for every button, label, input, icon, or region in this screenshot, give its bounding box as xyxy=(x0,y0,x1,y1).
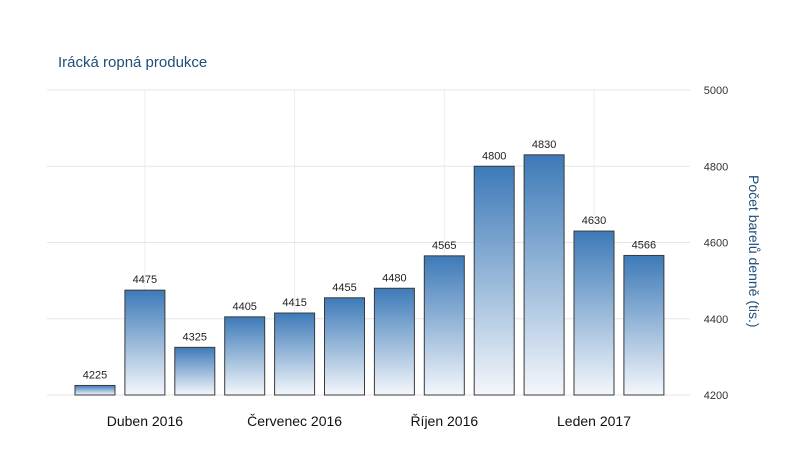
bar-10 xyxy=(523,154,565,396)
x-tick-label: Červenec 2016 xyxy=(247,413,342,429)
y-tick-label: 5000 xyxy=(704,85,728,97)
data-label: 4565 xyxy=(432,240,456,252)
chart-title: Irácká ropná produkce xyxy=(58,54,207,71)
bar-9 xyxy=(473,165,515,396)
bar-8 xyxy=(423,255,465,396)
data-label: 4325 xyxy=(183,331,207,343)
y-tick-label: 4200 xyxy=(704,390,728,402)
y-tick-label: 4400 xyxy=(704,314,728,326)
y-tick-label: 4600 xyxy=(704,238,728,250)
y-axis-label: Počet barelů denně (tis.) xyxy=(746,175,762,328)
data-label: 4475 xyxy=(133,274,157,286)
data-label: 4415 xyxy=(282,297,306,309)
data-label: 4455 xyxy=(332,282,356,294)
x-tick-label: Říjen 2016 xyxy=(410,413,478,429)
data-label: 4830 xyxy=(532,139,556,151)
bars xyxy=(74,154,665,396)
bar-3 xyxy=(174,346,216,396)
bar-4 xyxy=(224,316,266,396)
y-axis-ticks: 4200 4400 4600 4800 5000 xyxy=(704,85,728,402)
data-label: 4630 xyxy=(582,215,606,227)
data-label: 4480 xyxy=(382,272,406,284)
x-tick-label: Leden 2017 xyxy=(557,413,631,429)
data-labels: 4225 4475 4325 4405 4415 4455 4480 4565 4800 4830… xyxy=(83,139,656,382)
bar-5 xyxy=(274,312,316,396)
data-label: 4800 xyxy=(482,150,506,162)
y-tick-label: 4800 xyxy=(704,161,728,173)
bar-11 xyxy=(573,230,615,396)
data-label: 4566 xyxy=(632,239,656,251)
data-label: 4405 xyxy=(232,301,256,313)
bar-1 xyxy=(74,384,116,396)
bar-2 xyxy=(124,289,166,396)
data-label: 4225 xyxy=(83,369,107,381)
bar-7 xyxy=(373,287,415,396)
x-tick-label: Duben 2016 xyxy=(107,413,184,429)
bar-6 xyxy=(324,297,365,396)
x-axis-ticks: Duben 2016 Červenec 2016 Říjen 2016 Leden 2… xyxy=(107,413,631,429)
bar-12 xyxy=(623,254,665,396)
